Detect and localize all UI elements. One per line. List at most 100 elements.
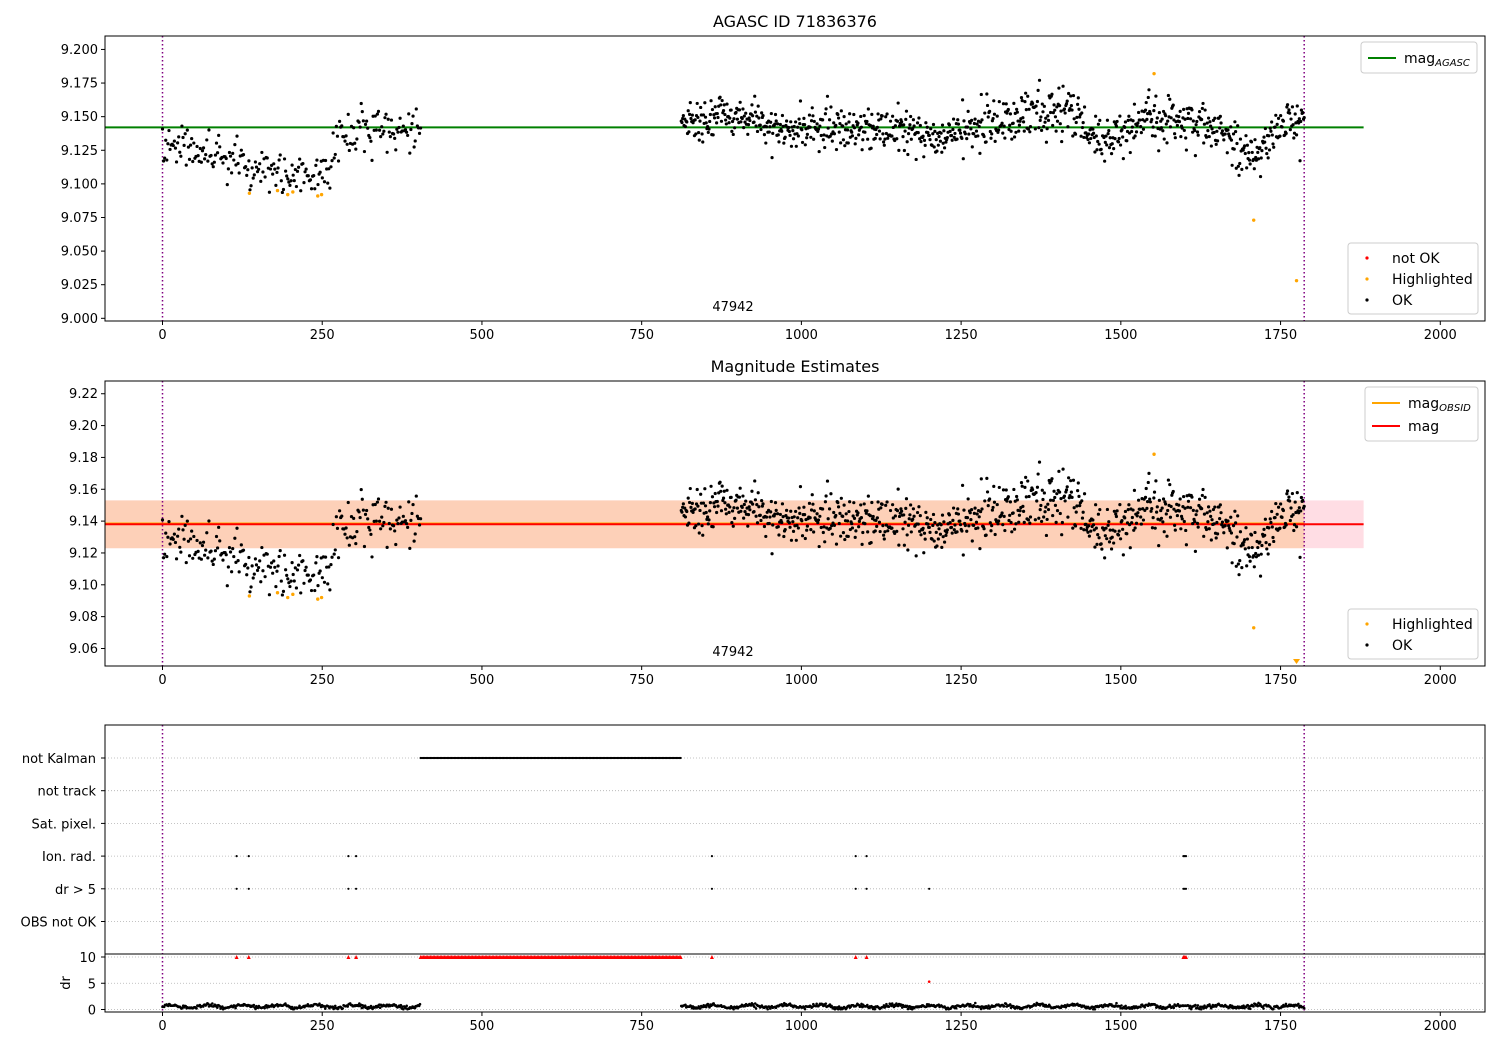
ok-point bbox=[752, 120, 756, 124]
ok-point bbox=[1133, 526, 1137, 530]
ok-point bbox=[280, 593, 284, 597]
ok-point bbox=[252, 572, 256, 576]
ok-point bbox=[1001, 523, 1005, 527]
ok-point bbox=[178, 545, 182, 549]
ok-point bbox=[1118, 114, 1122, 118]
y-tick-label: 9.06 bbox=[69, 642, 98, 657]
ok-point bbox=[830, 524, 834, 528]
ok-point bbox=[236, 559, 240, 563]
ok-point bbox=[353, 141, 357, 145]
ok-point bbox=[764, 534, 768, 539]
ok-point bbox=[207, 519, 211, 523]
ok-point bbox=[260, 150, 264, 155]
ok-point bbox=[847, 509, 851, 514]
ok-point bbox=[1055, 119, 1060, 123]
dr-point bbox=[1297, 1002, 1300, 1006]
ok-point bbox=[1043, 510, 1047, 514]
ok-point bbox=[848, 112, 852, 116]
ok-point bbox=[1234, 166, 1238, 170]
ok-point bbox=[740, 116, 744, 121]
ok-point bbox=[757, 116, 761, 120]
ok-point bbox=[376, 497, 381, 501]
ok-point bbox=[1069, 479, 1073, 483]
ok-point bbox=[1177, 115, 1181, 119]
y-tick-label: 9.100 bbox=[61, 177, 98, 192]
ok-point bbox=[696, 115, 700, 120]
ok-point bbox=[1188, 506, 1193, 510]
ok-point bbox=[1250, 150, 1254, 155]
ok-point bbox=[1284, 131, 1288, 135]
ok-point bbox=[267, 593, 272, 597]
ok-point bbox=[896, 101, 900, 105]
ok-point bbox=[850, 521, 854, 526]
ok-point bbox=[925, 516, 929, 520]
ok-point bbox=[970, 539, 974, 543]
ok-point bbox=[886, 529, 890, 533]
ok-point bbox=[985, 476, 989, 480]
ok-point bbox=[377, 519, 382, 523]
ok-point bbox=[274, 584, 278, 589]
highlighted-point bbox=[247, 191, 252, 195]
ok-point bbox=[333, 152, 337, 157]
ok-point bbox=[1231, 132, 1236, 136]
ok-point bbox=[1130, 125, 1134, 129]
ok-point bbox=[244, 562, 248, 566]
ok-point bbox=[1066, 515, 1070, 519]
ok-point bbox=[358, 125, 362, 129]
ok-point bbox=[1252, 167, 1256, 171]
ok-point bbox=[1143, 508, 1147, 513]
ok-point bbox=[1089, 136, 1093, 141]
ok-point bbox=[396, 130, 400, 134]
ok-point bbox=[1026, 127, 1031, 131]
ok-point bbox=[780, 113, 785, 118]
ok-point bbox=[1276, 505, 1281, 509]
ok-point bbox=[1091, 131, 1096, 135]
ok-point bbox=[295, 568, 300, 572]
ok-point bbox=[775, 512, 780, 516]
ok-point bbox=[681, 502, 685, 506]
ok-point bbox=[808, 516, 812, 520]
ok-point bbox=[932, 145, 936, 149]
ok-point bbox=[798, 485, 803, 489]
legend-marker-swatch bbox=[1365, 256, 1369, 260]
ok-point bbox=[715, 499, 719, 504]
ok-point bbox=[977, 515, 981, 519]
ok-point bbox=[160, 127, 165, 131]
ok-point bbox=[1287, 495, 1291, 499]
ok-point bbox=[710, 495, 715, 499]
ok-point bbox=[773, 122, 777, 126]
ok-point bbox=[1008, 500, 1013, 504]
ok-point bbox=[379, 527, 383, 531]
ok-point bbox=[211, 165, 215, 169]
ok-point bbox=[979, 92, 983, 97]
ok-point bbox=[1201, 101, 1205, 106]
ok-point bbox=[988, 521, 992, 525]
ok-point bbox=[1103, 534, 1107, 538]
ok-point bbox=[1201, 487, 1205, 492]
dr-clipped-marker bbox=[346, 955, 351, 959]
ok-point bbox=[1096, 512, 1100, 516]
ok-point bbox=[1127, 522, 1132, 527]
ok-point bbox=[764, 125, 769, 129]
ok-point bbox=[374, 128, 378, 132]
ok-point bbox=[165, 554, 169, 559]
ok-point bbox=[751, 502, 755, 506]
ok-point bbox=[1053, 108, 1057, 112]
ok-point bbox=[282, 553, 287, 557]
ok-point bbox=[689, 505, 693, 509]
ok-point bbox=[701, 113, 706, 117]
ok-point bbox=[789, 120, 793, 124]
ok-point bbox=[1144, 486, 1148, 491]
ok-point bbox=[1218, 516, 1222, 521]
ok-point bbox=[284, 169, 288, 173]
ok-point bbox=[984, 533, 988, 537]
ok-point bbox=[1267, 148, 1272, 152]
ok-point bbox=[1238, 161, 1242, 166]
ok-point bbox=[815, 512, 819, 516]
ok-point bbox=[1073, 524, 1078, 528]
ok-point bbox=[1036, 472, 1040, 476]
ok-point bbox=[1035, 111, 1039, 115]
ok-point bbox=[916, 522, 920, 526]
ok-point bbox=[753, 94, 757, 98]
